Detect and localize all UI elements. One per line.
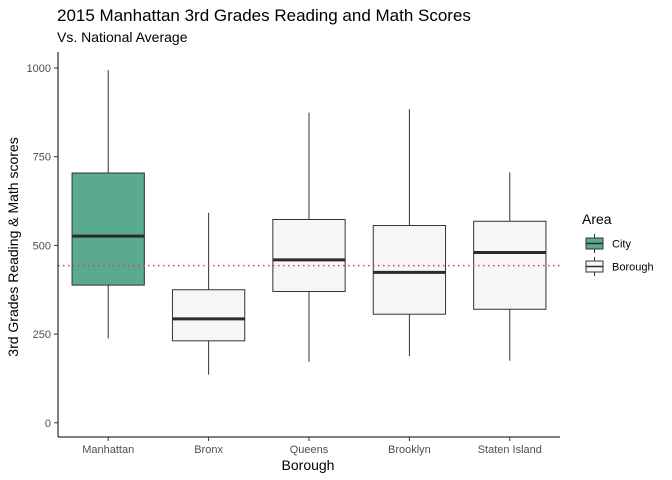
x-axis-ticks: Manhattan Bronx Queens Brooklyn Staten Islan… <box>82 437 542 456</box>
box-staten-island <box>473 172 547 361</box>
box-queens <box>272 112 346 362</box>
legend: Area City Borough <box>582 211 654 276</box>
y-tick-label: 1000 <box>27 63 51 75</box>
box-bronx <box>171 212 246 375</box>
plot-area <box>58 70 560 375</box>
chart-title: 2015 Manhattan 3rd Grades Reading and Ma… <box>57 6 471 25</box>
x-tick-label: Manhattan <box>82 444 134 456</box>
box-iqr <box>171 289 246 342</box>
legend-item-borough: Borough <box>585 257 654 276</box>
y-tick-label: 500 <box>33 240 51 252</box>
box-brooklyn <box>372 109 447 357</box>
box-iqr <box>71 172 145 286</box>
x-tick-label: Staten Island <box>478 444 542 456</box>
y-tick-label: 750 <box>33 152 51 164</box>
y-axis-ticks: 0 250 500 750 1000 <box>27 63 58 430</box>
legend-label: Borough <box>612 262 654 274</box>
y-tick-label: 0 <box>45 418 51 430</box>
box-iqr <box>272 218 346 293</box>
y-axis-title: 3rd Grades Reading & Math scores <box>5 137 21 356</box>
legend-title: Area <box>582 211 612 227</box>
legend-label: City <box>612 239 631 251</box>
chart-subtitle: Vs. National Average <box>57 29 188 45</box>
box-iqr <box>372 225 447 315</box>
legend-item-city: City <box>585 234 631 253</box>
x-axis-title: Borough <box>282 457 335 473</box>
y-tick-label: 250 <box>33 329 51 341</box>
x-tick-label: Brooklyn <box>388 444 431 456</box>
x-tick-label: Bronx <box>194 444 223 456</box>
box-manhattan <box>71 70 145 339</box>
x-tick-label: Queens <box>290 444 329 456</box>
